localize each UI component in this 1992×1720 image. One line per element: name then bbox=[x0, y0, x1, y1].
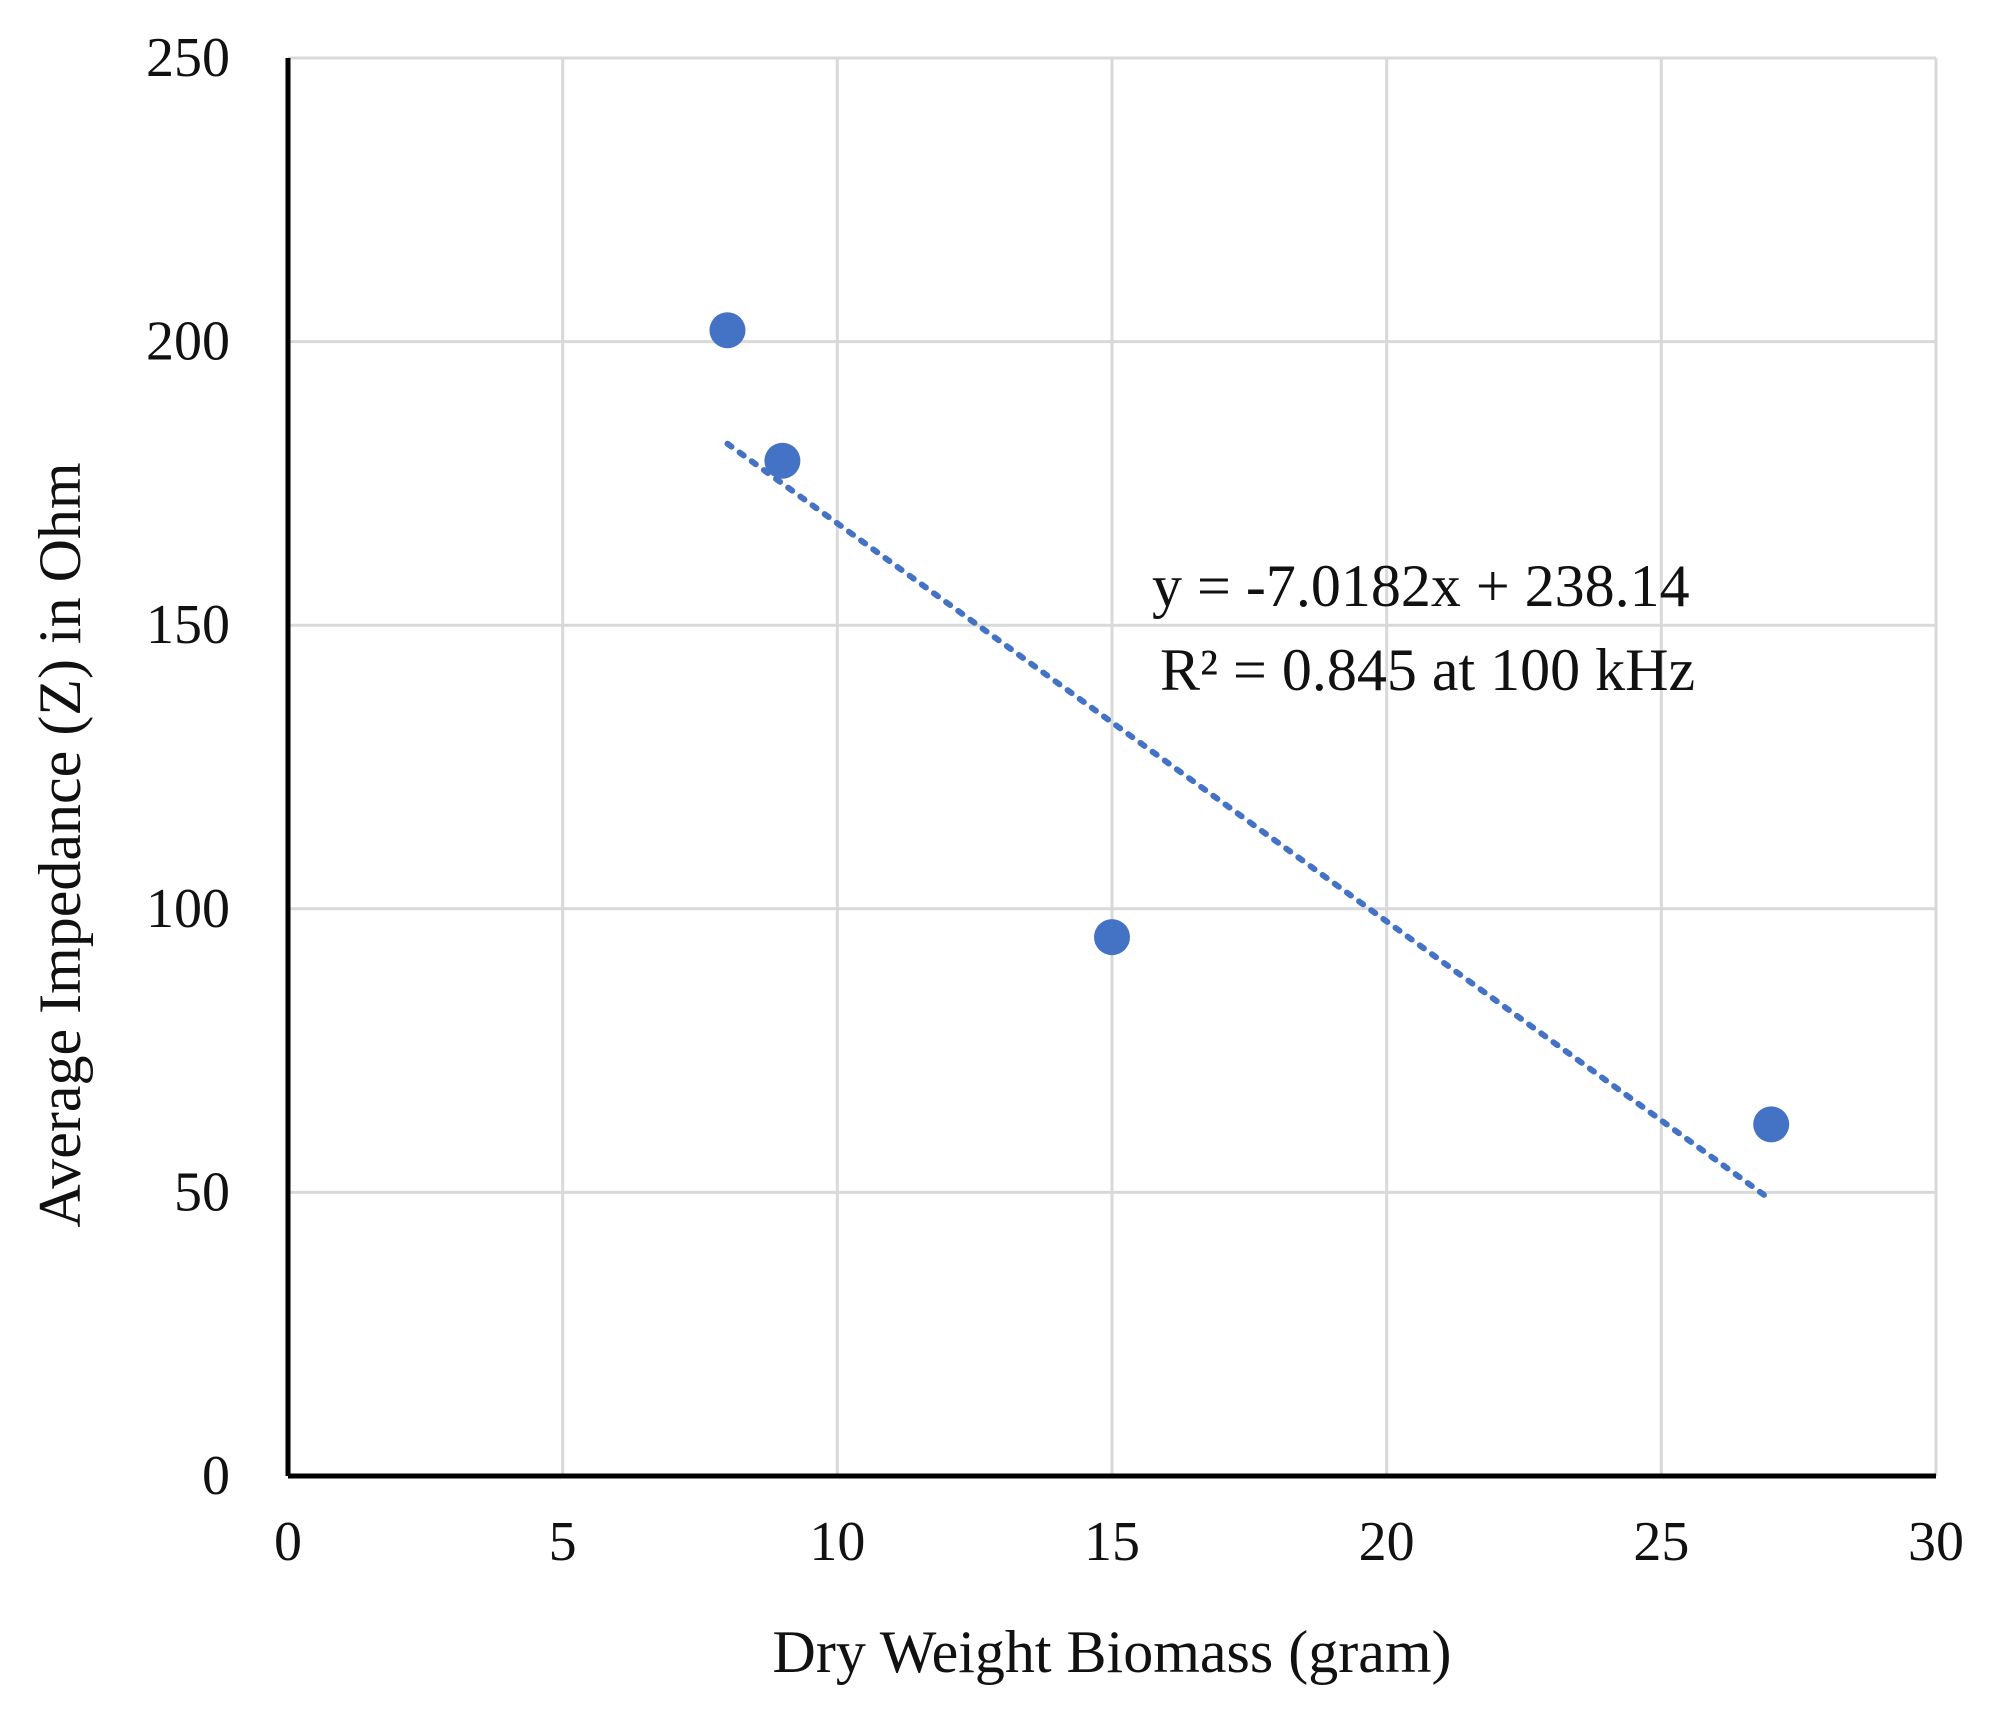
x-tick-label: 5 bbox=[549, 1511, 577, 1573]
x-tick-label: 0 bbox=[274, 1511, 302, 1573]
trendline bbox=[724, 440, 1775, 1204]
x-axis-title: Dry Weight Biomass (gram) bbox=[773, 1619, 1452, 1685]
grid bbox=[288, 56, 1938, 1476]
x-tick-label: 25 bbox=[1633, 1511, 1689, 1573]
y-tick-label: 100 bbox=[146, 878, 230, 940]
y-tick-label: 0 bbox=[202, 1445, 230, 1507]
y-axis-title: Average Impedance (Z) in Ohm bbox=[27, 462, 93, 1227]
r-squared-label: R² = 0.845 at 100 kHz bbox=[1160, 637, 1695, 703]
x-tick-label: 10 bbox=[809, 1511, 865, 1573]
trendline-equation-label: y = -7.0182x + 238.14 bbox=[1152, 553, 1690, 619]
trendline-layer bbox=[724, 440, 1775, 1204]
y-tick-label: 250 bbox=[146, 27, 230, 89]
x-tick-labels: 0 5 10 15 20 25 30 bbox=[274, 1511, 1964, 1573]
data-point bbox=[1094, 919, 1130, 956]
axes bbox=[285, 58, 1936, 1479]
data-point bbox=[709, 312, 746, 349]
x-tick-label: 20 bbox=[1359, 1511, 1415, 1573]
y-tick-label: 150 bbox=[146, 594, 230, 656]
y-tick-labels: 0 50 100 150 200 250 bbox=[146, 27, 230, 1507]
y-tick-label: 200 bbox=[146, 311, 230, 373]
y-tick-label: 50 bbox=[174, 1161, 230, 1223]
data-point bbox=[764, 442, 801, 479]
data-points bbox=[709, 312, 1790, 1143]
x-tick-label: 30 bbox=[1908, 1511, 1964, 1573]
data-point bbox=[1753, 1106, 1790, 1143]
x-tick-label: 15 bbox=[1084, 1511, 1140, 1573]
